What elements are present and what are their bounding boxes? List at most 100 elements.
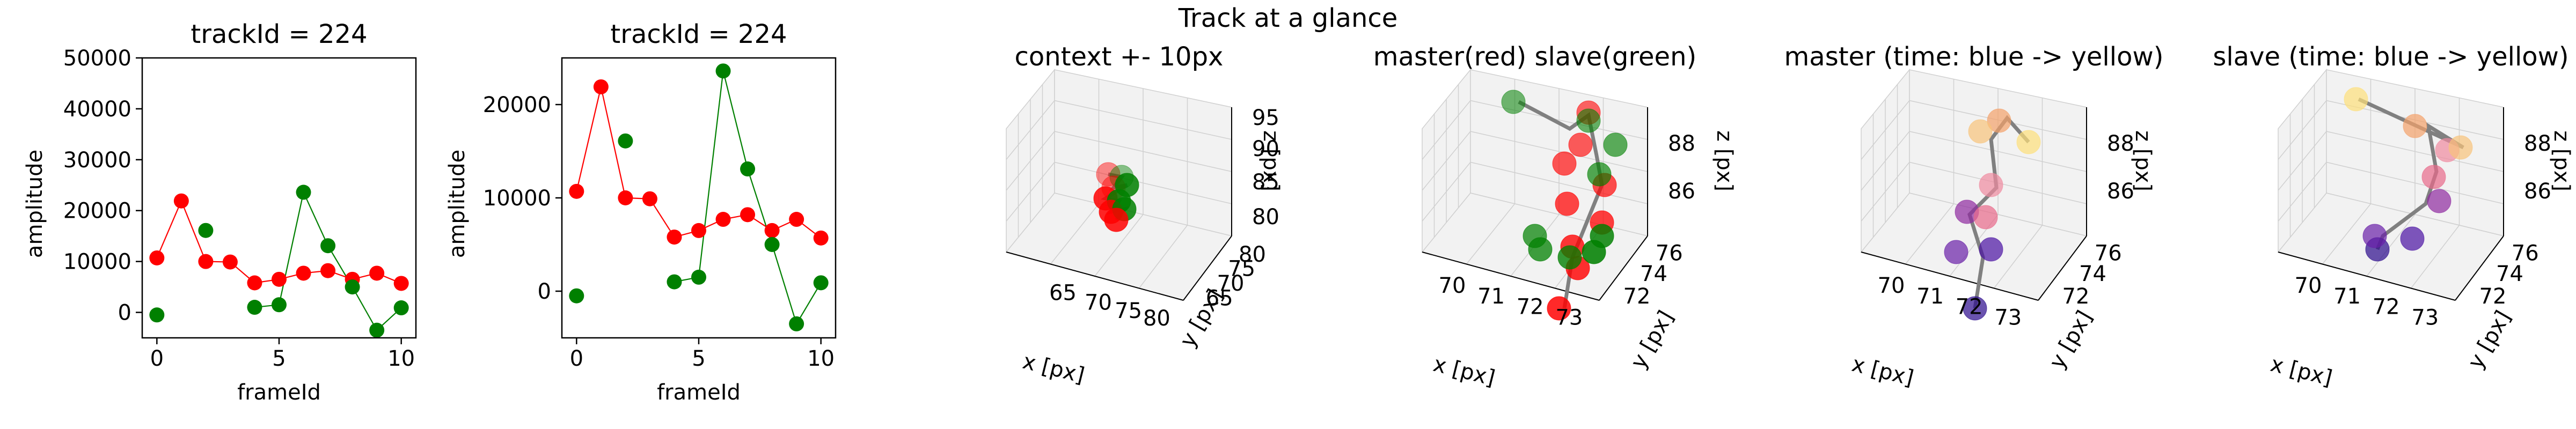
chart-amplitude-1: trackId = 224 frameId amplitude 0 5 10 0 100… [23,19,417,405]
panel-3d-1-xtick-label: 65 [1049,281,1077,306]
panel-3d-4-ytick-label: 72 [2479,284,2507,309]
chart-2-series-2-point [764,237,780,252]
chart-1-series-1-point [149,250,165,265]
chart-2-series-1-point [569,183,584,199]
panel-3d-4-grid-left-h [2278,162,2327,221]
chart-2-series-2-segment [722,71,749,169]
chart-2-series-2-point [667,274,682,290]
chart-2-series-1-point [715,212,731,227]
panel-3d-1-xtick-label: 70 [1085,291,1112,315]
chart-1-series-1-point [320,263,336,278]
panel-3d-master-time: master (time: blue -> yellow) 70 71 72 73 72… [1784,42,2164,391]
chart-1-series-2-point [369,322,385,338]
panel-3d-2-grid-back-h [1470,161,1648,204]
chart-1-series-2-point [149,307,165,323]
panel-3d-2-grid-floor [1466,203,1516,264]
chart-2-series-1-point [667,230,682,245]
chart-1-ytick-label: 10000 [63,250,131,275]
chart-2-xlabel: frameId [657,380,741,405]
panel-3d-1-grid-left-h [1006,131,1055,191]
chart-1-series-1-point [173,193,189,209]
panel-3d-1-point [1104,208,1129,232]
panel-3d-3-point [1944,240,1968,264]
chart-2-ytick-label: 0 [538,279,551,304]
panel-3d-3-grid-left-h [1861,131,1910,191]
chart-2-frame [561,57,837,339]
panel-3d-4-xtick-label: 71 [2333,284,2361,309]
chart-2-series-1-segment [576,86,602,192]
chart-2-series-1-segment [649,198,675,238]
chart-1-series-2-point [393,300,409,316]
chart-2-series-1-point [789,212,804,227]
panel-3d-4-ytick-label: 76 [2512,241,2539,266]
panel-3d-4-grid-back-h [2326,131,2504,172]
panel-3d-2-slave-point [1557,245,1582,270]
chart-2-series-2-segment [796,282,822,324]
chart-2-ytick-label: 10000 [483,186,551,211]
panel-3d-3-point [1963,296,1987,321]
panel-3d-2-master-point [1547,296,1571,321]
panel-3d-4-ytick-label: 74 [2496,262,2523,286]
panel-3d-2-master-point [1555,191,1579,216]
panel-3d-3-point [1968,119,1993,144]
chart-2-title: trackId = 224 [610,19,787,49]
chart-1-series-2-point [272,297,287,313]
chart-1-series-2-point [320,238,336,254]
chart-1-xtick-label: 10 [387,346,415,371]
panel-3d-2-master-point [1568,132,1593,157]
panel-3d-2-ytick-label: 72 [1623,284,1651,309]
panel-3d-4-ztick-label: 88 [2524,131,2551,156]
panel-3d-1-zlabel: z [px] [1258,130,1283,191]
chart-1-ylabel: amplitude [23,150,47,258]
panel-3d-1-grid-back-h [1054,161,1232,204]
panel-3d-slave-time: slave (time: blue -> yellow) 70 71 72 73727… [2213,42,2574,391]
panel-3d-2-xtick-label: 73 [1555,305,1583,330]
panel-3d-3-xtick-label: 72 [1956,295,1983,320]
chart-1-series-2-point [296,184,311,200]
chart-2-xtick-label: 0 [570,346,583,371]
chart-1-series-2-segment [352,286,378,331]
panel-3d-2-ztick-label: 88 [1668,131,1695,156]
chart-1-series-2-segment [303,192,329,246]
panel-3d-3-grid-back-h [1909,131,2087,172]
panel-3d-1-y-axis [1183,235,1232,301]
panel-3d-4-xtick-label: 73 [2411,305,2439,330]
chart-2-points [569,63,829,331]
chart-2-series-2-point [569,288,584,304]
panel-3d-3-grid-left-h [1861,162,1910,221]
chart-2-series-1-segment [600,86,626,198]
panel-3d-2-slave-point [1582,240,1606,264]
figure-suptitle: Track at a glance [1178,3,1398,33]
panel-3d-3-grid-floor [1993,225,2043,289]
panel-3d-3-xtick-label: 73 [1994,305,2022,330]
panel-3d-2-title: master(red) slave(green) [1373,42,1696,72]
chart-2-xtick-label: 10 [807,346,835,371]
chart-2-series-1-point [642,191,657,206]
panel-3d-3-ytick-label: 76 [2095,241,2122,266]
panel-3d-2-grid-back-h [1470,131,1648,172]
panel-3d-3-title: master (time: blue -> yellow) [1784,42,2164,72]
panel-3d-4-point [2344,87,2368,112]
panel-3d-4-zlabel: z [px] [2549,130,2574,191]
panel-3d-1-grid-floor [1050,203,1100,264]
panel-3d-4-xtick-label: 72 [2373,295,2400,320]
chart-1-series-1-point [369,265,385,281]
panel-3d-3-point [1979,173,2003,197]
panel-3d-3-point [2016,130,2041,154]
chart-2-series-1-point [593,79,609,94]
panel-3d-4-x-axis [2278,252,2456,301]
chart-2-series-1-point [740,207,756,223]
panel-3d-4-box [2277,68,2505,301]
panel-3d-4-marks [2344,87,2473,262]
panel-3d-2-ytick-label: 76 [1656,241,1683,266]
chart-2-series-2-point [740,161,756,177]
chart-1-series-1-point [393,276,409,291]
panel-3d-3-point [1973,205,1998,230]
chart-2-ylabel: amplitude [445,150,470,258]
panel-3d-2-zlabel: z [px] [1712,130,1737,191]
panel-3d-1-ytick-label: 80 [1239,242,1266,267]
panel-3d-1-point [1096,162,1121,187]
panel-3d-1-xtick-label: 75 [1115,299,1142,323]
